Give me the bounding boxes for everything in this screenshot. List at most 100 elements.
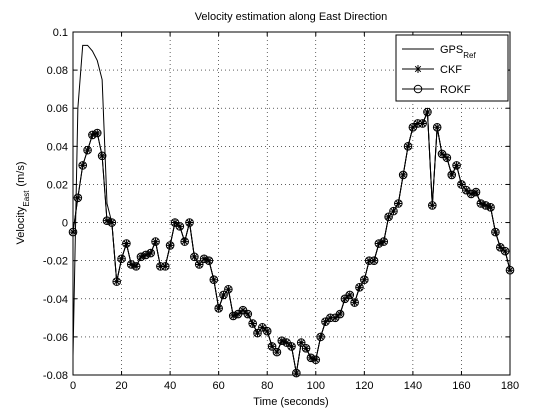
marker (73, 193, 83, 203)
y-axis-label: VelocityEast (m/s) (15, 162, 31, 245)
marker (204, 256, 214, 265)
y-tick-label: -0.08 (43, 370, 68, 382)
marker (224, 284, 233, 294)
legend-name: GPS (440, 44, 463, 56)
marker (88, 130, 97, 140)
marker (185, 218, 194, 227)
marker (457, 180, 466, 189)
legend-subscript: Ref (463, 51, 476, 60)
y-tick-label: -0.02 (43, 256, 68, 268)
marker (97, 151, 107, 161)
marker (165, 241, 175, 250)
marker (394, 199, 403, 208)
x-tick-label: 0 (70, 380, 76, 392)
marker (398, 170, 408, 180)
marker (466, 189, 476, 199)
y-label-suffix: (m/s) (15, 162, 27, 187)
marker (316, 332, 325, 342)
marker (190, 252, 199, 262)
marker (423, 107, 432, 117)
marker (442, 153, 452, 163)
legend-label: GPSRef (440, 44, 476, 60)
marker (287, 342, 296, 351)
marker (384, 212, 393, 222)
marker (476, 199, 486, 208)
y-tick-label: 0.04 (47, 141, 68, 153)
y-tick-label: 0.08 (47, 65, 68, 77)
marker (146, 248, 155, 258)
marker (199, 254, 209, 264)
marker (107, 218, 117, 227)
x-tick-label: 20 (115, 380, 127, 392)
marker (500, 246, 510, 256)
legend-name: CKF (440, 64, 462, 76)
marker (117, 254, 126, 264)
marker (219, 290, 228, 300)
marker (379, 237, 389, 246)
marker (248, 319, 257, 328)
x-tick-label: 180 (501, 380, 519, 392)
marker (243, 309, 253, 319)
marker (228, 311, 238, 321)
marker (452, 161, 461, 170)
y-tick-label: 0.02 (47, 179, 68, 191)
plot-frame (72, 31, 511, 376)
marker (505, 265, 515, 275)
marker (432, 122, 442, 132)
x-tick-label: 100 (307, 380, 325, 392)
y-tick-label: -0.06 (43, 332, 68, 344)
marker (355, 283, 364, 292)
marker (126, 260, 136, 269)
y-tick-label: 0.1 (53, 27, 68, 39)
marker (364, 256, 374, 265)
marker (374, 239, 384, 248)
marker (491, 227, 500, 237)
legend-marker (413, 84, 423, 94)
marker (209, 275, 219, 285)
legend-marker (414, 65, 422, 73)
series-line (72, 111, 511, 374)
x-axis-label: Time (seconds) (253, 396, 328, 408)
marker (175, 222, 185, 231)
x-tick-label: 160 (452, 380, 470, 392)
marker (78, 161, 88, 170)
marker (68, 227, 78, 237)
marker (151, 237, 160, 246)
marker (112, 277, 121, 286)
marker (360, 275, 369, 285)
marker (253, 328, 262, 338)
marker (369, 256, 379, 265)
marker (486, 203, 495, 212)
marker (418, 119, 427, 128)
x-tick-label: 60 (213, 380, 225, 392)
y-label-text: Velocity (15, 206, 27, 244)
legend-label: ROKF (440, 84, 471, 96)
marker (306, 353, 316, 363)
marker (345, 290, 355, 300)
x-tick-label: 80 (261, 380, 273, 392)
marker (122, 239, 131, 248)
marker (389, 206, 398, 216)
legend-label: CKF (440, 64, 462, 76)
marker (292, 368, 301, 378)
marker (267, 342, 277, 351)
marker (214, 304, 223, 313)
marker (296, 338, 306, 347)
marker (447, 170, 457, 180)
marker (131, 262, 141, 271)
legend-name: ROKF (440, 84, 471, 96)
y-tick-label: 0 (62, 218, 68, 230)
y-tick-label: -0.04 (43, 294, 68, 306)
marker (92, 128, 102, 138)
marker (194, 260, 204, 269)
x-tick-label: 140 (404, 380, 422, 392)
y-label-subscript: East (22, 190, 31, 207)
marker (272, 347, 282, 357)
marker (471, 187, 481, 197)
marker (301, 344, 311, 353)
marker (413, 119, 423, 128)
marker (160, 262, 170, 271)
chart-title: Velocity estimation along East Direction (195, 11, 388, 23)
marker (403, 142, 413, 151)
